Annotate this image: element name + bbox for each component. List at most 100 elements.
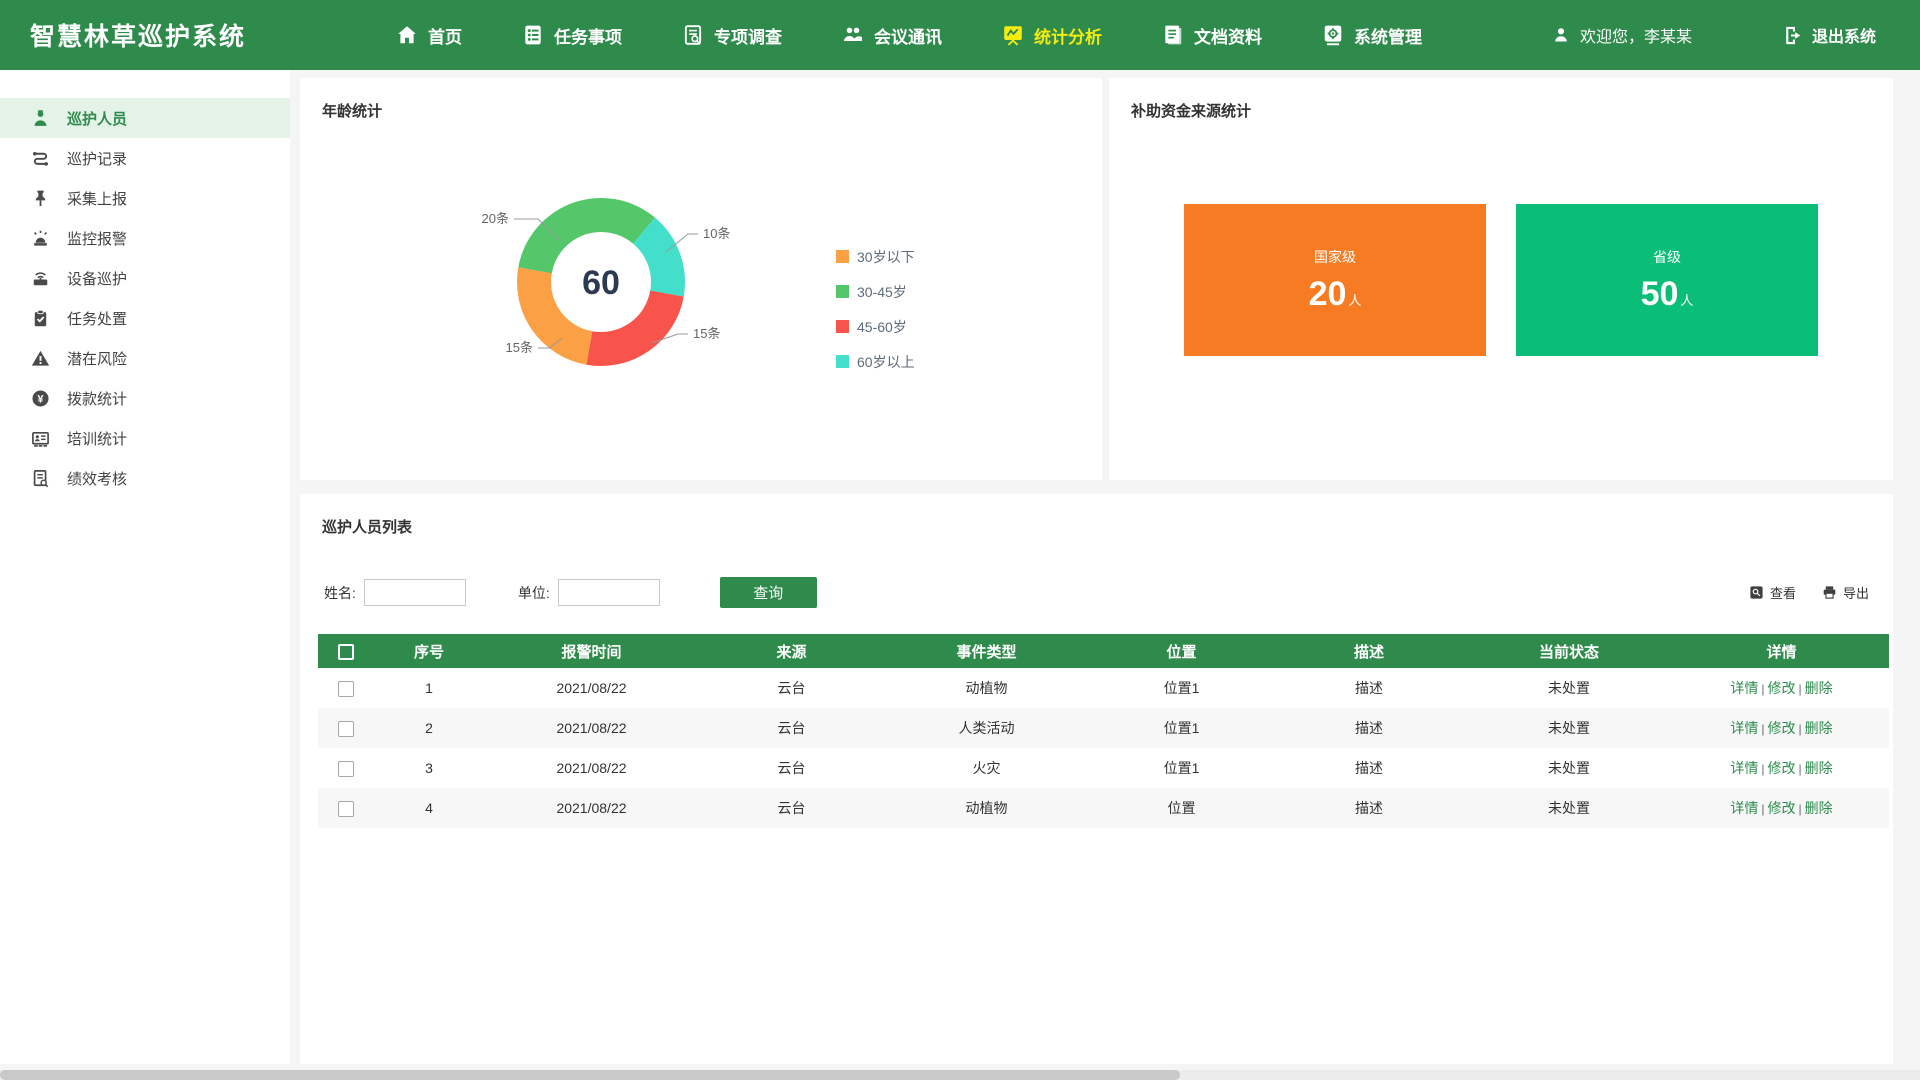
top-navbar: 智慧林草巡护系统 首页 任务事项 专项调查 会议通讯	[0, 0, 1920, 70]
sidebar-item-patrol-records[interactable]: 巡护记录	[0, 138, 290, 178]
age-stats-title: 年龄统计	[322, 103, 383, 120]
cell-time: 2021/08/22	[556, 800, 627, 816]
col-source: 来源	[699, 634, 884, 668]
nav-item-label: 任务事项	[554, 27, 623, 47]
nav-item-meeting[interactable]: 会议通讯	[842, 23, 942, 48]
svg-text:¥: ¥	[37, 393, 44, 405]
legend-item-45-60[interactable]: 45-60岁	[836, 319, 915, 335]
logout-button[interactable]: 退出系统	[1782, 23, 1876, 47]
stats-icon	[1002, 24, 1024, 46]
nav-item-survey[interactable]: 专项调查	[682, 23, 782, 48]
cell-status: 未处置	[1548, 760, 1590, 776]
cell-location: 位置1	[1163, 720, 1200, 736]
checkbox-cell	[318, 668, 374, 708]
patrol-route-icon	[30, 148, 50, 168]
view-link[interactable]: 查看	[1749, 583, 1796, 602]
col-event-type: 事件类型	[884, 634, 1089, 668]
delete-link[interactable]: 删除	[1804, 800, 1833, 816]
row-checkbox[interactable]	[338, 760, 354, 777]
cell-time: 2021/08/22	[556, 760, 627, 776]
sidebar-item-device-patrol[interactable]: 设备巡护	[0, 258, 290, 298]
detail-link[interactable]: 详情	[1730, 760, 1759, 776]
sidebar-item-label: 培训统计	[67, 430, 128, 448]
detail-link[interactable]: 详情	[1730, 720, 1759, 736]
nav-item-label: 文档资料	[1194, 27, 1263, 47]
cell-source: 云台	[777, 720, 806, 736]
cell-event-type: 火灾	[972, 760, 1001, 776]
sidebar-item-performance-review[interactable]: 绩效考核	[0, 458, 290, 498]
search-button[interactable]: 查询	[719, 577, 817, 608]
funding-stats-title: 补助资金来源统计	[1131, 103, 1252, 120]
cell-time: 2021/08/22	[556, 680, 627, 696]
nav-item-system[interactable]: 系统管理	[1322, 23, 1422, 48]
legend-swatch-orange	[836, 250, 849, 263]
tasks-icon	[522, 24, 544, 46]
col-status: 当前状态	[1464, 634, 1674, 668]
age-donut-chart: 60 20条 10条 15条 15条	[482, 198, 730, 366]
name-filter-input[interactable]	[363, 579, 466, 606]
nav-item-label: 专项调查	[714, 27, 783, 47]
delete-link[interactable]: 删除	[1804, 760, 1833, 776]
table-row: 1 2021/08/22 云台 动植物 位置1 描述 未处置 详情 | 修改 | 删除	[318, 668, 1889, 708]
cell-time: 2021/08/22	[556, 720, 627, 736]
delete-link[interactable]: 删除	[1804, 680, 1833, 696]
nav-item-home[interactable]: 首页	[396, 23, 462, 48]
legend-item-under30[interactable]: 30岁以下	[836, 249, 915, 265]
docs-icon	[1162, 24, 1184, 46]
cell-location: 位置1	[1163, 680, 1200, 696]
donut-callout-under30: 15条	[506, 340, 533, 355]
sidebar-item-potential-risk[interactable]: 潜在风险	[0, 338, 290, 378]
col-seq: 序号	[374, 634, 484, 668]
view-icon	[1749, 585, 1765, 601]
province-level-value: 50 人	[1640, 274, 1694, 313]
sidebar-item-label: 任务处置	[67, 310, 128, 328]
scrollbar-thumb[interactable]	[0, 1070, 1180, 1080]
nav-item-stats[interactable]: 统计分析	[1002, 23, 1102, 48]
funding-stats-panel: 补助资金来源统计 国家级 20 人 省级 50 人	[1109, 78, 1893, 480]
row-checkbox[interactable]	[338, 800, 354, 817]
nav-item-label: 首页	[428, 27, 463, 47]
row-checkbox[interactable]	[338, 720, 354, 737]
select-all-cell	[318, 634, 374, 668]
detail-link[interactable]: 详情	[1730, 680, 1759, 696]
age-chart-legend: 30岁以下 30-45岁 45-60岁 60岁以上	[836, 249, 915, 370]
filter-toolbar: 姓名: 单位: 查询 查看 导出	[324, 577, 1869, 608]
sidebar-item-funding-stats[interactable]: ¥ 拨款统计	[0, 378, 290, 418]
nav-item-docs[interactable]: 文档资料	[1162, 23, 1262, 48]
sidebar-item-label: 潜在风险	[67, 350, 128, 368]
sidebar-item-monitor-alarm[interactable]: 监控报警	[0, 218, 290, 258]
legend-label: 30-45岁	[857, 283, 907, 300]
legend-swatch-red	[836, 320, 849, 333]
sidebar-item-training-stats[interactable]: 培训统计	[0, 418, 290, 458]
risk-warning-icon	[30, 348, 50, 368]
table-row: 3 2021/08/22 云台 火灾 位置1 描述 未处置 详情 | 修改 | 删除	[318, 748, 1889, 788]
cell-event-type: 人类活动	[958, 720, 1015, 736]
legend-item-30-45[interactable]: 30-45岁	[836, 283, 915, 300]
horizontal-scrollbar[interactable]	[0, 1070, 1920, 1080]
cell-status: 未处置	[1548, 800, 1590, 816]
nav-item-tasks[interactable]: 任务事项	[522, 23, 622, 48]
edit-link[interactable]: 修改	[1767, 680, 1796, 696]
row-checkbox[interactable]	[338, 680, 354, 697]
pin-report-icon	[30, 188, 50, 208]
edit-link[interactable]: 修改	[1767, 720, 1796, 736]
view-link-label: 查看	[1769, 586, 1796, 601]
sidebar-item-patrol-person[interactable]: 巡护人员	[0, 98, 290, 138]
legend-item-60plus[interactable]: 60岁以上	[836, 354, 915, 370]
detail-link[interactable]: 详情	[1730, 800, 1759, 816]
export-link[interactable]: 导出	[1822, 583, 1869, 602]
checkbox-cell	[318, 788, 374, 828]
select-all-checkbox[interactable]	[338, 643, 354, 660]
sidebar-item-task-handling[interactable]: 任务处置	[0, 298, 290, 338]
sidebar-item-collect-report[interactable]: 采集上报	[0, 178, 290, 218]
edit-link[interactable]: 修改	[1767, 760, 1796, 776]
cell-source: 云台	[777, 800, 806, 816]
delete-link[interactable]: 删除	[1804, 720, 1833, 736]
edit-link[interactable]: 修改	[1767, 800, 1796, 816]
unit-filter-input[interactable]	[557, 579, 660, 606]
age-stats-panel: 年龄统计 60 20条 10条 15条 15条 30岁以下 30-45岁	[300, 78, 1102, 480]
alarm-table: 序号 报警时间 来源 事件类型 位置 描述 当前状态 详情 1 2021/08/…	[318, 634, 1889, 828]
legend-swatch-cyan	[836, 355, 849, 368]
cell-event-type: 动植物	[965, 680, 1008, 696]
table-row: 2 2021/08/22 云台 人类活动 位置1 描述 未处置 详情 | 修改 | 删除	[318, 708, 1889, 748]
